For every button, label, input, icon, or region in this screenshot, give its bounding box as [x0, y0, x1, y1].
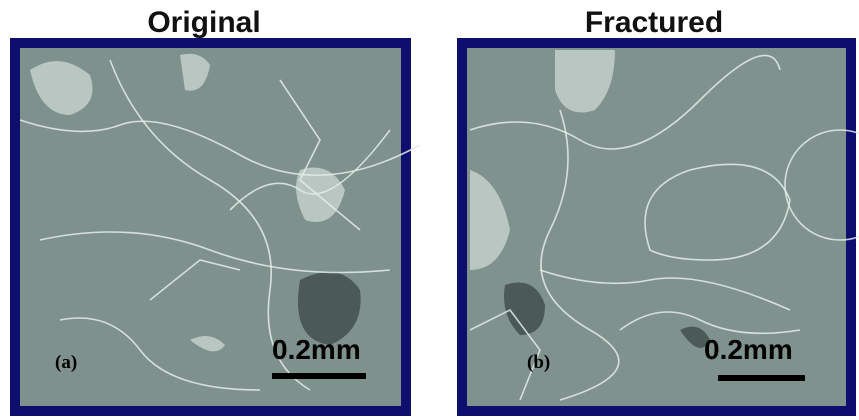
panel-label: (b) [527, 352, 550, 373]
panel-fractured: (b) 0.2mm [457, 38, 859, 416]
scale-bar [718, 375, 805, 381]
panel-title: Original [147, 6, 260, 39]
scale-text: 0.2mm [704, 334, 793, 365]
panel-original: (a) 0.2mm [10, 38, 420, 416]
panel-label: (a) [55, 352, 77, 373]
figure: (a) 0.2mm Original (b) 0.2mm Fractured [0, 0, 859, 420]
page: (a) 0.2mm Original (b) 0.2mm Fractured (… [0, 0, 859, 420]
panel-title: Fractured [585, 6, 723, 39]
scale-bar [272, 373, 366, 379]
scale-text: 0.2mm [272, 334, 361, 365]
